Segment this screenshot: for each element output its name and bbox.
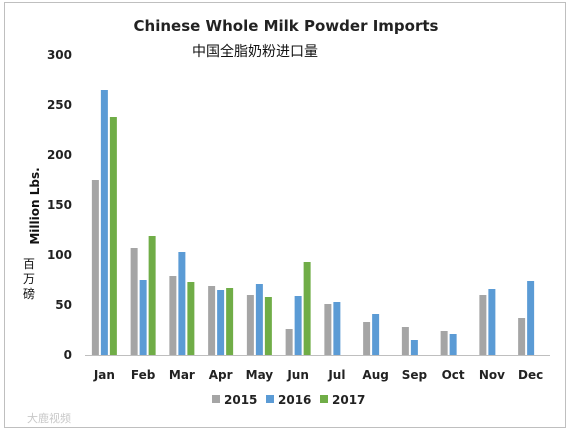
- legend-label-2016: 2016: [278, 393, 311, 407]
- bar-2017-mar: [187, 282, 195, 355]
- bar-2016-sep: [410, 340, 418, 355]
- bar-2015-jul: [324, 304, 332, 355]
- legend-swatch-2016: [266, 395, 274, 403]
- x-tick-label: Oct: [442, 368, 465, 382]
- y-tick-label: 150: [47, 198, 72, 212]
- bar-2015-may: [246, 295, 254, 355]
- y-tick-label: 200: [47, 148, 72, 162]
- bar-2016-nov: [488, 289, 496, 355]
- bar-2016-jan: [100, 90, 108, 355]
- bar-2015-dec: [518, 318, 526, 355]
- bar-2015-feb: [130, 248, 138, 355]
- x-tick-label: Jan: [93, 368, 115, 382]
- legend-swatch-2015: [212, 395, 220, 403]
- bar-2017-feb: [148, 236, 156, 355]
- x-tick-label: Sep: [402, 368, 428, 382]
- chart-svg: Chinese Whole Milk Powder Imports 中国全脂奶粉…: [23, 17, 550, 425]
- x-tick-label: Nov: [479, 368, 505, 382]
- y-tick-label: 250: [47, 98, 72, 112]
- chart-title: Chinese Whole Milk Powder Imports: [134, 17, 439, 35]
- bar-2016-aug: [372, 314, 380, 355]
- x-tick-label: Apr: [209, 368, 233, 382]
- x-tick-label: May: [246, 368, 274, 382]
- bar-2015-nov: [479, 295, 487, 355]
- watermark-text: 大鹿视频: [27, 411, 71, 425]
- y-tick-label: 50: [55, 298, 72, 312]
- bar-2016-apr: [217, 290, 225, 355]
- x-tick-label: Jun: [286, 368, 309, 382]
- bar-2017-apr: [226, 288, 234, 355]
- legend: 2015 2016 2017: [212, 393, 365, 407]
- legend-label-2015: 2015: [224, 393, 257, 407]
- bar-2016-dec: [527, 281, 535, 355]
- bar-2016-jun: [294, 296, 302, 355]
- bars-group: [91, 90, 535, 355]
- y-axis-ticks: 0 50 100 150 200 250 300: [47, 48, 72, 362]
- y-axis-label: Million Lbs.: [28, 167, 42, 244]
- x-tick-label: Jul: [327, 368, 345, 382]
- y-axis-label-cn: 百万磅: [23, 257, 35, 301]
- x-tick-label: Feb: [131, 368, 156, 382]
- y-tick-label: 100: [47, 248, 72, 262]
- bar-2015-jun: [285, 329, 293, 355]
- x-tick-label: Mar: [169, 368, 195, 382]
- bar-2015-mar: [169, 276, 177, 355]
- bar-2015-jan: [91, 180, 99, 355]
- chart-frame: Chinese Whole Milk Powder Imports 中国全脂奶粉…: [4, 2, 566, 428]
- bar-2016-may: [255, 284, 263, 355]
- bar-2016-jul: [333, 302, 341, 355]
- legend-swatch-2017: [320, 395, 328, 403]
- chart-subtitle: 中国全脂奶粉进口量: [192, 43, 318, 60]
- bar-2017-may: [264, 297, 272, 355]
- bar-2016-mar: [178, 252, 186, 355]
- y-tick-label: 0: [64, 348, 72, 362]
- x-tick-label: Aug: [362, 368, 388, 382]
- bar-2017-jan: [109, 117, 117, 355]
- legend-label-2017: 2017: [332, 393, 365, 407]
- bar-2015-oct: [440, 331, 448, 355]
- bar-2015-apr: [208, 286, 216, 355]
- bar-2015-sep: [401, 327, 409, 355]
- y-tick-label: 300: [47, 48, 72, 62]
- bar-2015-aug: [363, 322, 371, 355]
- x-axis-ticks: Jan Feb Mar Apr May Jun Jul Aug Sep Oct Nov Dec: [93, 368, 543, 382]
- bar-2016-oct: [449, 334, 457, 355]
- x-tick-label: Dec: [518, 368, 543, 382]
- bar-2016-feb: [139, 280, 147, 355]
- bar-2017-jun: [303, 262, 311, 355]
